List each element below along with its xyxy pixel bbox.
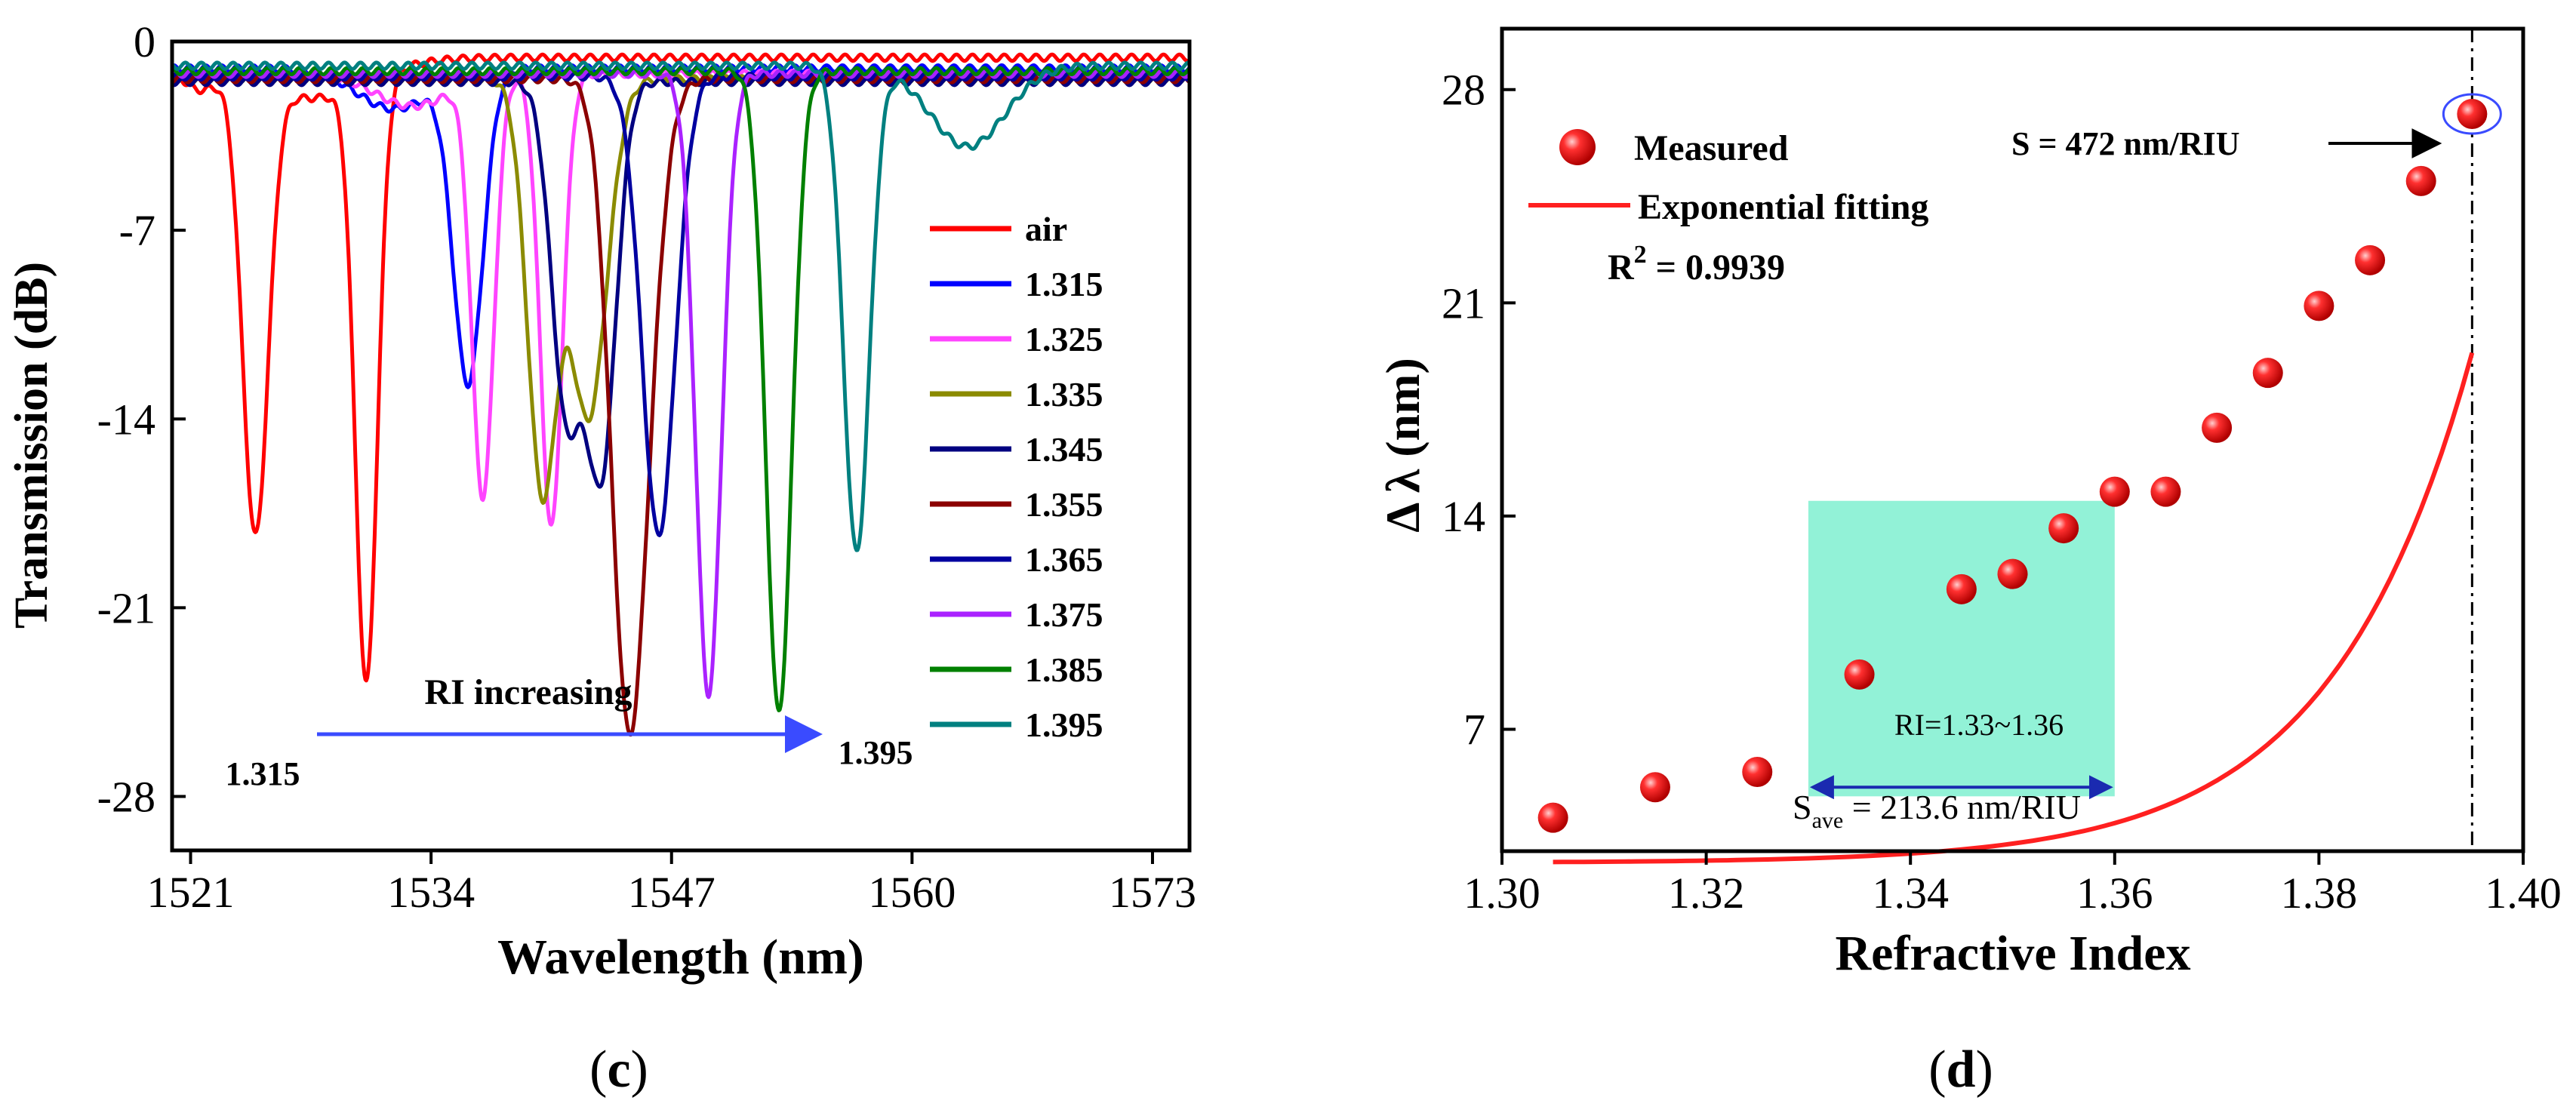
c-series-line-8 — [171, 66, 1191, 712]
c-x-ticks: 1521 1534 1547 1560 1573 — [147, 850, 1196, 917]
d-x-tick-label-0: 1.30 — [1463, 869, 1540, 918]
d-y-axis-label: Δ λ (nm) — [1376, 358, 1430, 533]
d-x-tick-label-1: 1.32 — [1668, 869, 1745, 918]
d-sensitivity-label: S = 472 nm/RIU — [2011, 125, 2240, 162]
d-point-14 — [2457, 99, 2488, 130]
c-x-tick-label-3: 1560 — [868, 868, 956, 917]
d-y-tick-label-0: 7 — [1463, 706, 1485, 755]
d-panel-label: (d) — [1928, 1041, 1993, 1099]
d-avg-sensitivity: Save = 213.6 nm/RIU — [1793, 788, 2081, 833]
c-series-line-9 — [171, 60, 1191, 552]
c-legend-label-5: 1.355 — [1025, 485, 1103, 524]
c-panel-letter: c — [607, 1041, 630, 1099]
c-y-axis-label: Transmission (dB) — [6, 262, 57, 629]
c-legend-label-9: 1.395 — [1025, 706, 1103, 744]
c-y-tick-label-2: -14 — [97, 395, 155, 444]
d-x-axis-label: Refractive Index — [1835, 926, 2190, 981]
c-legend-label-7: 1.375 — [1025, 595, 1103, 634]
c-y-tick-label-1: -7 — [119, 206, 155, 255]
d-y-ticks: 7 14 21 28 — [1442, 66, 1516, 755]
d-point-2 — [1742, 757, 1773, 788]
c-legend-label-1: 1.315 — [1025, 265, 1103, 303]
d-y-tick-label-2: 21 — [1442, 278, 1485, 327]
panel-c-transmission-chart: 1521 1534 1547 1560 1573 0 -7 -14 -21 -28 Transm… — [6, 17, 1196, 1099]
d-legend-measured-marker — [1559, 129, 1596, 165]
d-measured-points — [1537, 99, 2488, 833]
d-point-0 — [1537, 802, 1568, 833]
d-range-highlight — [1808, 500, 2115, 797]
panel-d-sensitivity-chart: 1.30 1.32 1.34 1.36 1.38 1.40 7 14 21 28 Δ λ (nm… — [1376, 26, 2562, 1099]
d-point-12 — [2355, 244, 2386, 275]
c-x-tick-label-2: 1547 — [628, 868, 716, 917]
d-range-label: RI=1.33~1.36 — [1894, 708, 2064, 742]
c-legend-label-4: 1.345 — [1025, 430, 1103, 469]
d-legend-measured-label: Measured — [1634, 128, 1789, 168]
d-x-tick-label-5: 1.40 — [2485, 869, 2562, 918]
c-y-tick-label-3: -21 — [97, 583, 155, 632]
c-arrow-end-label: 1.395 — [839, 734, 913, 771]
d-point-3 — [1844, 659, 1875, 690]
c-x-tick-label-4: 1573 — [1109, 868, 1196, 917]
c-y-tick-label-0: 0 — [134, 17, 155, 66]
c-x-tick-label-1: 1534 — [387, 868, 475, 917]
c-y-ticks: 0 -7 -14 -21 -28 — [97, 17, 186, 822]
d-r-squared-base: R — [1608, 248, 1635, 287]
d-x-ticks: 1.30 1.32 1.34 1.36 1.38 1.40 — [1463, 851, 2562, 918]
c-legend: air 1.315 1.325 1.335 1.345 1.355 1.365 1.375 1.… — [930, 210, 1103, 744]
c-plot-frame — [170, 39, 1192, 853]
c-panel-label: (c) — [589, 1041, 648, 1099]
d-point-13 — [2405, 165, 2436, 196]
c-series-lines — [171, 52, 1191, 737]
d-point-7 — [2099, 476, 2130, 507]
c-arrow-start-label: 1.315 — [226, 755, 300, 792]
d-r-squared: R2 = 0.9939 — [1608, 241, 1785, 287]
d-plot-frame — [1500, 26, 2525, 853]
c-legend-label-0: air — [1025, 210, 1067, 248]
d-y-tick-label-3: 28 — [1442, 66, 1485, 115]
d-point-1 — [1639, 772, 1670, 803]
c-ri-increasing-label: RI increasing — [424, 672, 632, 712]
d-r-squared-sup: 2 — [1634, 241, 1647, 269]
d-point-8 — [2150, 476, 2181, 507]
c-legend-label-8: 1.385 — [1025, 650, 1103, 689]
c-x-tick-label-0: 1521 — [147, 868, 235, 917]
c-legend-label-6: 1.365 — [1025, 540, 1103, 579]
c-x-axis-label: Wavelength (nm) — [497, 930, 864, 985]
d-legend-fit-label: Exponential fitting — [1638, 187, 1928, 227]
d-panel-letter: d — [1947, 1041, 1976, 1099]
d-x-tick-label-2: 1.34 — [1872, 869, 1949, 918]
c-y-tick-label-4: -28 — [97, 773, 155, 822]
d-y-tick-label-1: 14 — [1442, 492, 1485, 541]
d-point-4 — [1946, 573, 1977, 604]
d-avg-sensitivity-suffix: = 213.6 nm/RIU — [1843, 788, 2081, 826]
d-point-11 — [2304, 291, 2334, 321]
d-point-5 — [1997, 558, 2028, 589]
d-point-10 — [2252, 358, 2283, 389]
c-legend-label-3: 1.335 — [1025, 375, 1103, 414]
c-legend-label-2: 1.325 — [1025, 320, 1103, 358]
d-x-tick-label-3: 1.36 — [2076, 869, 2153, 918]
d-avg-sensitivity-sub: ave — [1812, 808, 1844, 833]
d-sensitivity-highlight-ellipse — [2442, 93, 2502, 135]
d-r-squared-value: = 0.9939 — [1647, 248, 1785, 287]
d-point-9 — [2202, 412, 2233, 443]
d-point-6 — [2048, 513, 2079, 544]
d-avg-sensitivity-prefix: S — [1793, 788, 1812, 826]
d-x-tick-label-4: 1.38 — [2281, 869, 2358, 918]
c-series-line-0 — [171, 52, 1191, 683]
